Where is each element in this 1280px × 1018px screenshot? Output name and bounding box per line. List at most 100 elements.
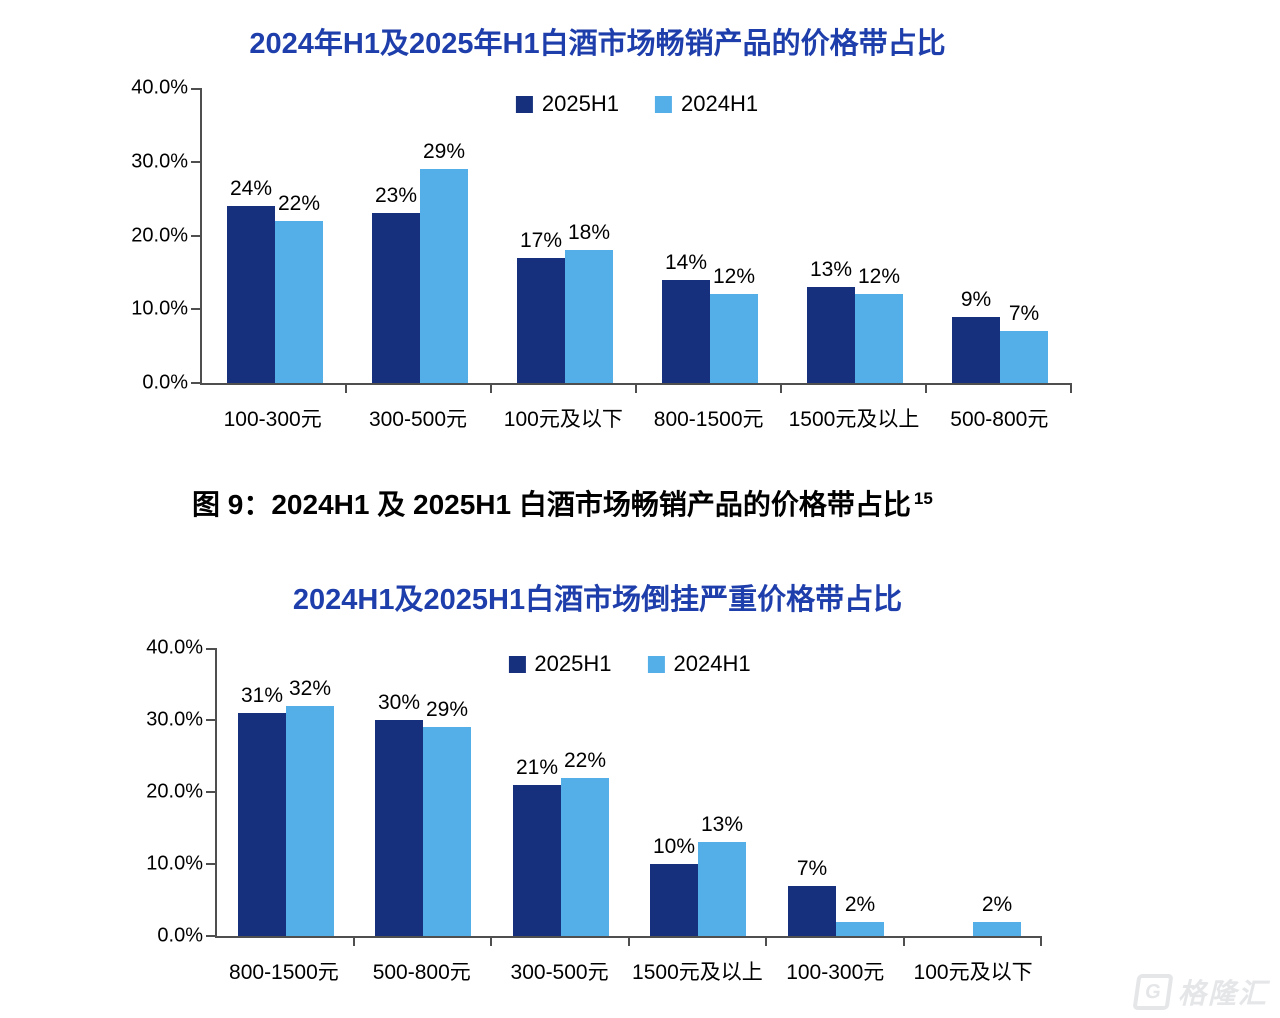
figure-caption-footnote-ref: 15: [913, 488, 933, 508]
y-axis-tick-label: 20.0%: [131, 224, 188, 246]
bar-2024h1-100元及以下: [565, 250, 613, 383]
y-axis-tick-label: 20.0%: [146, 780, 203, 803]
y-axis-tick-mark: [206, 648, 215, 650]
x-axis-category-label: 500-800元: [950, 408, 1049, 431]
x-axis-tick-mark: [490, 938, 492, 946]
bar-2025h1-800-1500元: [662, 280, 710, 383]
bar-2025h1-300-500元: [513, 785, 561, 936]
bar-value-label: 14%: [664, 251, 708, 274]
bar-value-label: 17%: [519, 229, 563, 252]
bar-value-label: 24%: [229, 177, 273, 200]
bar-2024h1-1500元及以上: [698, 842, 746, 936]
bar-2025h1-100-300元: [788, 886, 836, 936]
x-axis-category-label: 1500元及以上: [632, 961, 763, 984]
x-axis-tick-mark: [628, 938, 630, 946]
y-axis-tick-label: 30.0%: [146, 708, 203, 731]
x-axis-category-label: 300-500元: [510, 961, 609, 984]
bar-value-label: 7%: [1008, 302, 1040, 325]
legend-swatch: [508, 655, 526, 673]
chart-2-x-axis-labels: 800-1500元 500-800元 300-500元 1500元及以上 100-300…: [215, 956, 1042, 986]
bar-2025h1-1500元及以上: [807, 287, 855, 383]
bar-value-label: 31%: [240, 684, 284, 707]
y-axis-tick-mark: [191, 234, 200, 237]
x-axis-category-label: 100元及以下: [503, 408, 623, 431]
bar-value-label: 13%: [809, 258, 853, 281]
legend-label: 2025H1: [541, 91, 619, 116]
legend-swatch: [515, 95, 533, 113]
y-axis-tick-label: 0.0%: [142, 371, 188, 394]
chart-2-title: 2024H1及2025H1白酒市场倒挂严重价格带占比: [292, 584, 903, 616]
bar-value-label: 18%: [567, 221, 611, 244]
bar-value-label: 7%: [796, 857, 828, 880]
y-axis-tick-mark: [206, 791, 215, 793]
bar-2024h1-300-500元: [561, 778, 609, 936]
x-axis-category-label: 800-1500元: [229, 961, 339, 984]
x-axis-category-label: 1500元及以上: [788, 408, 920, 431]
bar-2024h1-300-500元: [420, 169, 468, 383]
y-axis-tick-label: 40.0%: [131, 76, 188, 99]
y-axis-tick-label: 0.0%: [157, 924, 203, 947]
x-axis-tick-mark: [780, 385, 782, 393]
bar-value-label: 22%: [277, 192, 321, 215]
y-axis-tick-mark: [206, 719, 215, 721]
bar-value-label: 22%: [563, 749, 607, 772]
legend-item-2025h1: 2025H1: [508, 651, 612, 677]
x-axis-category-label: 500-800元: [372, 961, 471, 984]
y-axis-tick-mark: [206, 935, 215, 937]
bar-value-label: 32%: [288, 677, 332, 700]
y-axis-tick-mark: [191, 308, 200, 311]
bar-value-label: 29%: [425, 698, 469, 721]
x-axis-category-label: 800-1500元: [653, 408, 764, 431]
bar-value-label: 21%: [515, 756, 559, 779]
bar-value-label: 12%: [857, 265, 901, 288]
bar-value-label: 13%: [700, 813, 744, 836]
x-axis-tick-mark: [1070, 385, 1072, 393]
chart-1-plot-area: 0.0% 10.0% 20.0% 30.0% 40.0% 24% 23% 17% 14% 13% 9…: [131, 77, 1072, 394]
x-axis-tick-mark: [1040, 938, 1042, 946]
chart-1-x-axis-labels: 100-300元 300-500元 100元及以下 800-1500元 1500元及以上…: [200, 403, 1072, 433]
y-axis-tick-label: 40.0%: [146, 636, 203, 659]
bar-2024h1-100元及以下: [973, 922, 1021, 936]
bar-2025h1-800-1500元: [238, 713, 286, 936]
bar-2024h1-100-300元: [275, 221, 323, 383]
y-axis-tick-label: 10.0%: [131, 297, 188, 320]
legend-label: 2025H1: [534, 651, 612, 676]
bar-value-label: 23%: [374, 184, 418, 207]
x-axis-tick-mark: [903, 938, 905, 946]
bar-value-label: 30%: [377, 691, 421, 714]
figure-caption-text: 图 9：2024H1 及 2025H1 白酒市场畅销产品的价格带占比: [192, 489, 911, 520]
x-axis-category-label: 100-300元: [223, 408, 322, 431]
x-axis-tick-mark: [353, 938, 355, 946]
x-axis-tick-mark: [490, 385, 492, 393]
bar-value-label: 2%: [981, 893, 1013, 916]
bar-value-label: 9%: [960, 288, 992, 311]
y-axis-tick-label: 10.0%: [146, 852, 203, 875]
x-axis-category-label: 100元及以下: [913, 961, 1033, 984]
y-axis-tick-mark: [191, 88, 200, 90]
y-axis-tick-label: 30.0%: [131, 150, 188, 173]
x-axis-tick-mark: [925, 385, 927, 393]
x-axis-category-label: 300-500元: [368, 408, 468, 431]
chart-2-plot-area: 0.0% 10.0% 20.0% 30.0% 40.0% 31% 30% 21% 10% 7% 32…: [146, 637, 1042, 947]
bar-2025h1-1500元及以上: [650, 864, 698, 936]
bar-2024h1-500-800元: [1000, 331, 1048, 383]
bar-2024h1-500-800元: [423, 727, 471, 936]
bar-2025h1-100-300元: [227, 206, 275, 383]
bar-value-label: 29%: [422, 140, 466, 163]
y-axis-tick-mark: [191, 382, 200, 384]
chart-1-title: 2024年H1及2025年H1白酒市场畅销产品的价格带占比: [249, 28, 946, 60]
gelonghui-watermark: G 格隆汇: [1132, 972, 1268, 1012]
figure-caption: 图 9：2024H1 及 2025H1 白酒市场畅销产品的价格带占比 15: [192, 483, 933, 523]
x-axis-tick-mark: [765, 938, 767, 946]
gelonghui-logo-icon: G: [1132, 974, 1174, 1010]
legend-item-2024h1: 2024H1: [655, 91, 758, 117]
bar-value-label: 2%: [844, 893, 876, 916]
bar-2024h1-800-1500元: [286, 706, 334, 936]
legend-label: 2024H1: [681, 91, 759, 116]
bar-value-label: 12%: [712, 265, 756, 288]
bar-2025h1-500-800元: [952, 317, 1000, 383]
legend-swatch: [647, 655, 665, 673]
bar-2025h1-500-800元: [375, 720, 423, 936]
x-axis-tick-mark: [635, 385, 637, 393]
bar-2024h1-800-1500元: [710, 294, 758, 383]
